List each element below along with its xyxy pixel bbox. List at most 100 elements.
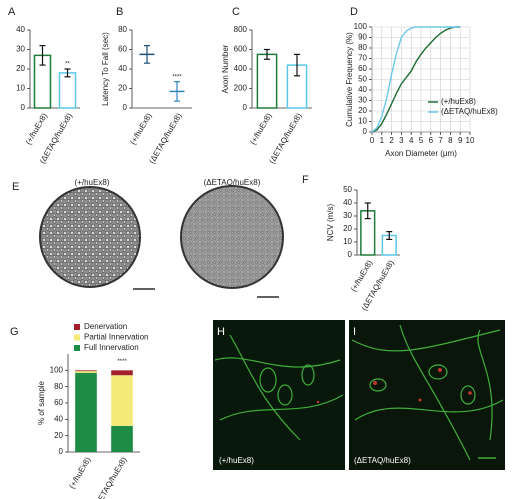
y-tick-label: 40 <box>343 198 352 207</box>
panel-label: H <box>217 326 225 338</box>
y-tick-label: 40 <box>358 85 367 94</box>
x-tick-label: 0 <box>370 136 375 145</box>
panel-label: D <box>350 6 358 18</box>
x-tick-label: (ΔETAQ/huEx8) <box>92 455 128 499</box>
y-tick-label: 10 <box>343 237 352 246</box>
legend-label: (ΔETAQ/huEx8) <box>441 107 498 116</box>
legend-swatch <box>74 334 80 341</box>
legend-label: Full Innervation <box>84 343 139 352</box>
significance: ** <box>65 62 70 68</box>
y-tick-label: 20 <box>358 106 367 115</box>
confocal-image <box>213 320 345 470</box>
y-tick-label: 30 <box>343 211 352 220</box>
bar-segment <box>75 372 97 452</box>
x-tick-label: 1 <box>380 136 385 145</box>
x-tick-label: (+/huEx8) <box>67 455 92 490</box>
y-tick-label: 0 <box>348 250 353 259</box>
legend-swatch <box>74 345 80 351</box>
y-tick-label: 100 <box>354 22 368 31</box>
x-tick-label: 4 <box>409 136 414 145</box>
y-tick-label: 20 <box>16 64 25 73</box>
y-tick-label: 0 <box>59 447 64 456</box>
confocal-image <box>349 320 505 470</box>
y-axis-label: % of sample <box>37 380 46 425</box>
x-tick-label: 2 <box>389 136 394 145</box>
series-line <box>371 26 461 133</box>
legend-label: Partial Innervation <box>84 333 148 342</box>
x-tick-label: 6 <box>429 136 434 145</box>
x-axis-label: Axon Diameter (μm) <box>385 149 457 158</box>
y-tick-label: 40 <box>118 64 127 73</box>
y-tick-label: 600 <box>234 45 248 54</box>
panel-label: B <box>116 6 123 18</box>
bar-segment <box>75 370 97 372</box>
y-axis-label: Axon Number <box>221 44 230 93</box>
significance: **** <box>117 359 127 365</box>
x-tick-label: (ΔETAQ/huEx8) <box>147 111 183 165</box>
panel-label: C <box>232 6 240 18</box>
y-tick-label: 20 <box>54 431 63 440</box>
legend-label: (+/huEx8) <box>441 97 476 106</box>
y-tick-label: 80 <box>54 382 63 391</box>
bar <box>58 72 77 109</box>
y-axis-label: NCV (m/s) <box>326 204 335 242</box>
image-caption: (+/huEx8) <box>75 178 110 187</box>
legend-swatch <box>74 324 80 330</box>
y-axis-label: Latency To Fall (sec) <box>101 32 110 106</box>
bar-segment <box>111 375 133 426</box>
y-tick-label: 60 <box>118 45 127 54</box>
y-tick-label: 200 <box>234 84 248 93</box>
y-tick-label: 400 <box>234 64 248 73</box>
image-caption: (ΔETAQ/huEx8) <box>354 456 411 465</box>
y-axis-label: Cumulative Frequency (%) <box>345 32 354 127</box>
x-tick-label: 8 <box>448 136 453 145</box>
series-line <box>371 26 461 133</box>
x-tick-label: (+/huEx8) <box>248 111 273 146</box>
y-tick-label: 60 <box>54 398 63 407</box>
y-tick-label: 30 <box>16 45 25 54</box>
x-tick-label: 10 <box>466 136 475 145</box>
micrograph <box>180 185 284 289</box>
panel-label: F <box>302 174 309 186</box>
panel-label: I <box>353 326 356 338</box>
y-tick-label: 20 <box>118 84 127 93</box>
y-tick-label: 100 <box>50 365 64 374</box>
y-tick-label: 0 <box>243 103 248 112</box>
x-tick-label: 5 <box>419 136 424 145</box>
y-tick-label: 80 <box>118 25 127 34</box>
bar-segment <box>75 371 97 373</box>
y-tick-label: 10 <box>16 84 25 93</box>
y-tick-label: 40 <box>16 25 25 34</box>
y-tick-label: 800 <box>234 25 248 34</box>
fibers <box>214 324 504 461</box>
y-tick-label: 90 <box>358 33 367 42</box>
y-tick-label: 50 <box>343 185 352 194</box>
bar-segment <box>111 370 133 376</box>
x-tick-label: 9 <box>458 136 463 145</box>
legend-label: Denervation <box>84 322 127 331</box>
y-tick-label: 20 <box>343 224 352 233</box>
x-tick-label: (ΔETAQ/huEx8) <box>267 111 303 165</box>
y-tick-label: 0 <box>363 127 368 136</box>
panel-label: A <box>8 6 16 18</box>
panel-label: E <box>12 181 19 193</box>
image-caption: (ΔETAQ/huEx8) <box>204 178 261 187</box>
y-tick-label: 60 <box>358 64 367 73</box>
panel-label: G <box>10 326 19 338</box>
micrograph <box>39 186 141 288</box>
y-tick-label: 80 <box>358 43 367 52</box>
y-tick-label: 50 <box>358 75 367 84</box>
image-caption: (+/huEx8) <box>219 456 254 465</box>
y-tick-label: 30 <box>358 96 367 105</box>
y-tick-label: 40 <box>54 414 63 423</box>
y-tick-label: 0 <box>123 103 128 112</box>
bar-segment <box>111 425 133 452</box>
y-tick-label: 0 <box>21 103 26 112</box>
x-tick-label: (+/huEx8) <box>24 111 49 146</box>
bar <box>256 53 278 109</box>
significance: **** <box>172 74 182 80</box>
y-tick-label: 70 <box>358 54 367 63</box>
receptors <box>316 368 472 404</box>
